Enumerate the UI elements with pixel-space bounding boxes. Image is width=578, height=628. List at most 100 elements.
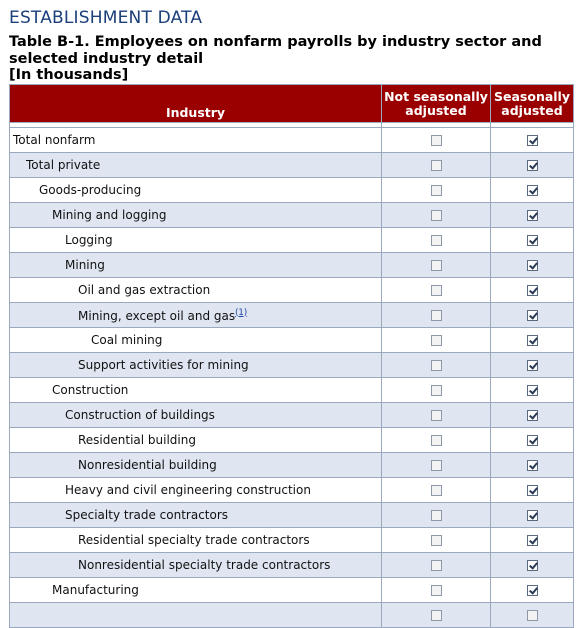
- industry-label-cell: Mining: [9, 252, 382, 278]
- not-seasonally-adjusted-checkbox[interactable]: [430, 335, 442, 346]
- seasonally-adjusted-checkbox[interactable]: [526, 535, 538, 546]
- not-seasonally-adjusted-checkbox[interactable]: [430, 185, 442, 196]
- table-caption: Table B-1. Employees on nonfarm payrolls…: [9, 34, 542, 67]
- not-seasonally-adjusted-cell: [381, 202, 491, 228]
- not-seasonally-adjusted-checkbox[interactable]: [430, 460, 442, 471]
- industry-label-cell: Goods-producing: [9, 177, 382, 203]
- not-seasonally-adjusted-checkbox[interactable]: [430, 585, 442, 596]
- industry-table: Industry Not seasonally adjusted Seasona…: [9, 84, 574, 628]
- table-row: Mining and logging: [9, 202, 574, 228]
- footnote-link[interactable]: (1): [235, 307, 248, 318]
- not-seasonally-adjusted-checkbox[interactable]: [430, 510, 442, 521]
- not-seasonally-adjusted-checkbox[interactable]: [430, 135, 442, 146]
- seasonally-adjusted-checkbox[interactable]: [526, 485, 538, 496]
- not-seasonally-adjusted-cell: [381, 402, 491, 428]
- not-seasonally-adjusted-cell: [381, 477, 491, 503]
- industry-label: Logging: [65, 233, 113, 247]
- seasonally-adjusted-checkbox[interactable]: [526, 185, 538, 196]
- seasonally-adjusted-cell: [490, 577, 574, 603]
- not-seasonally-adjusted-cell: [381, 577, 491, 603]
- seasonally-adjusted-checkbox[interactable]: [526, 235, 538, 246]
- industry-label-cell: Construction: [9, 377, 382, 403]
- industry-label: Mining: [65, 258, 105, 272]
- industry-label: Nonresidential specialty trade contracto…: [78, 558, 331, 572]
- table-row: Heavy and civil engineering construction: [9, 477, 574, 503]
- seasonally-adjusted-cell: [490, 227, 574, 253]
- seasonally-adjusted-checkbox[interactable]: [526, 210, 538, 221]
- not-seasonally-adjusted-checkbox[interactable]: [430, 210, 442, 221]
- seasonally-adjusted-checkbox[interactable]: [526, 435, 538, 446]
- table-row: [9, 602, 574, 628]
- industry-label-cell: Manufacturing: [9, 577, 382, 603]
- not-seasonally-adjusted-checkbox[interactable]: [430, 310, 442, 321]
- table-row: Mining, except oil and gas(1): [9, 302, 574, 328]
- seasonally-adjusted-cell: [490, 177, 574, 203]
- seasonally-adjusted-checkbox[interactable]: [526, 310, 538, 321]
- industry-label: Support activities for mining: [78, 358, 249, 372]
- seasonally-adjusted-cell: [490, 552, 574, 578]
- not-seasonally-adjusted-checkbox[interactable]: [430, 160, 442, 171]
- not-seasonally-adjusted-cell: [381, 602, 491, 628]
- not-seasonally-adjusted-checkbox[interactable]: [430, 535, 442, 546]
- industry-label-cell: Coal mining: [9, 327, 382, 353]
- seasonally-adjusted-cell: [490, 277, 574, 303]
- not-seasonally-adjusted-checkbox[interactable]: [430, 435, 442, 446]
- industry-label-cell: Residential building: [9, 427, 382, 453]
- not-seasonally-adjusted-cell: [381, 277, 491, 303]
- not-seasonally-adjusted-checkbox[interactable]: [430, 260, 442, 271]
- seasonally-adjusted-checkbox[interactable]: [526, 385, 538, 396]
- table-row: Construction of buildings: [9, 402, 574, 428]
- industry-label-cell: Nonresidential specialty trade contracto…: [9, 552, 382, 578]
- not-seasonally-adjusted-cell: [381, 527, 491, 553]
- industry-label: Specialty trade contractors: [65, 508, 229, 522]
- industry-label: Manufacturing: [52, 583, 139, 597]
- seasonally-adjusted-cell: [490, 202, 574, 228]
- seasonally-adjusted-checkbox[interactable]: [526, 510, 538, 521]
- industry-label: Total private: [26, 158, 101, 172]
- table-row: Oil and gas extraction: [9, 277, 574, 303]
- industry-label: Residential specialty trade contractors: [78, 533, 310, 547]
- industry-label: Coal mining: [91, 333, 163, 347]
- table-row: Specialty trade contractors: [9, 502, 574, 528]
- seasonally-adjusted-checkbox[interactable]: [526, 285, 538, 296]
- seasonally-adjusted-cell: [490, 127, 574, 153]
- not-seasonally-adjusted-checkbox[interactable]: [430, 285, 442, 296]
- table-row: Nonresidential specialty trade contracto…: [9, 552, 574, 578]
- not-seasonally-adjusted-cell: [381, 227, 491, 253]
- not-seasonally-adjusted-checkbox[interactable]: [430, 360, 442, 371]
- table-header-row: Industry Not seasonally adjusted Seasona…: [9, 84, 574, 123]
- industry-label: Mining, except oil and gas: [78, 308, 236, 323]
- seasonally-adjusted-checkbox[interactable]: [526, 460, 538, 471]
- seasonally-adjusted-checkbox[interactable]: [526, 360, 538, 371]
- seasonally-adjusted-cell: [490, 152, 574, 178]
- seasonally-adjusted-checkbox[interactable]: [526, 135, 538, 146]
- not-seasonally-adjusted-checkbox[interactable]: [430, 235, 442, 246]
- industry-label-cell: Total nonfarm: [9, 127, 382, 153]
- table-row: Coal mining: [9, 327, 574, 353]
- seasonally-adjusted-cell: [490, 477, 574, 503]
- not-seasonally-adjusted-checkbox[interactable]: [430, 610, 442, 621]
- not-seasonally-adjusted-cell: [381, 252, 491, 278]
- seasonally-adjusted-checkbox[interactable]: [526, 335, 538, 346]
- table-row: Residential building: [9, 427, 574, 453]
- industry-label-cell: Support activities for mining: [9, 352, 382, 378]
- table-row: Mining: [9, 252, 574, 278]
- seasonally-adjusted-checkbox[interactable]: [526, 260, 538, 271]
- seasonally-adjusted-checkbox[interactable]: [526, 560, 538, 571]
- table-row: Support activities for mining: [9, 352, 574, 378]
- seasonally-adjusted-checkbox[interactable]: [526, 160, 538, 171]
- not-seasonally-adjusted-checkbox[interactable]: [430, 385, 442, 396]
- not-seasonally-adjusted-checkbox[interactable]: [430, 560, 442, 571]
- seasonally-adjusted-checkbox[interactable]: [526, 610, 538, 621]
- table-row: Logging: [9, 227, 574, 253]
- not-seasonally-adjusted-cell: [381, 302, 491, 328]
- table-title: Table B-1. Employees on nonfarm payrolls…: [9, 34, 574, 84]
- industry-label-cell: Logging: [9, 227, 382, 253]
- page: ESTABLISHMENT DATA Table B-1. Employees …: [0, 0, 578, 610]
- not-seasonally-adjusted-checkbox[interactable]: [430, 485, 442, 496]
- industry-label: Construction of buildings: [65, 408, 215, 422]
- seasonally-adjusted-checkbox[interactable]: [526, 585, 538, 596]
- not-seasonally-adjusted-checkbox[interactable]: [430, 410, 442, 421]
- seasonally-adjusted-checkbox[interactable]: [526, 410, 538, 421]
- table-body: Total nonfarm Total private Goods-producin…: [9, 127, 574, 628]
